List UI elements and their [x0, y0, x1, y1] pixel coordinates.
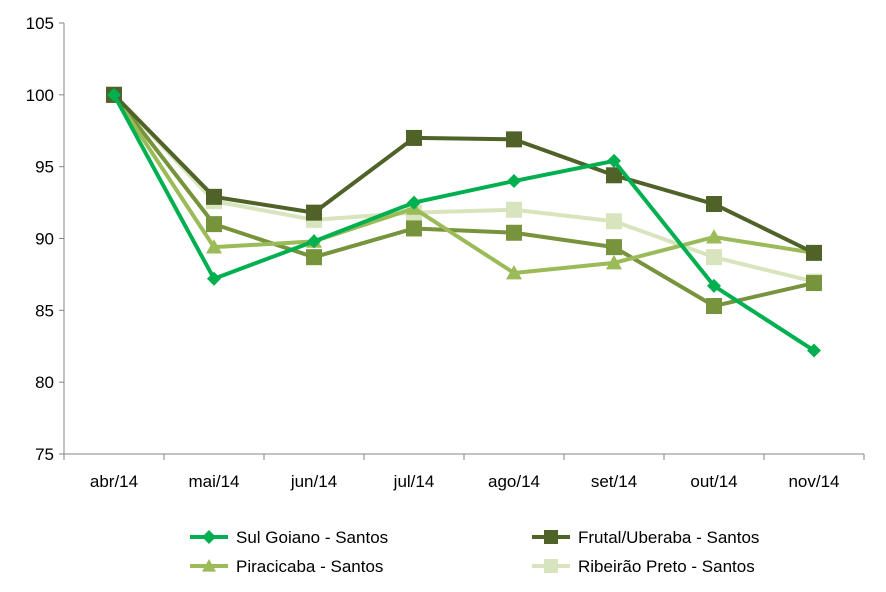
y-tick-label: 100 [26, 86, 54, 105]
x-tick-label: jun/14 [290, 472, 337, 491]
y-tick-label: 105 [26, 14, 54, 33]
data-point [406, 220, 422, 237]
chart-legend: Sul Goiano - Santos Frutal/Uberaba - Sant… [190, 528, 759, 576]
data-point [706, 249, 722, 266]
legend-marker [544, 559, 558, 573]
legend-item: Sul Goiano - Santos [190, 528, 388, 547]
y-tick-label: 90 [35, 230, 54, 249]
y-tick-label: 80 [35, 373, 54, 392]
data-point [306, 204, 322, 221]
series-line [112, 93, 815, 255]
y-tick-label: 75 [35, 445, 54, 464]
data-point [606, 167, 622, 184]
legend-item: Frutal/Uberaba - Santos [532, 528, 759, 547]
data-point [606, 239, 622, 256]
data-point [206, 239, 222, 254]
data-point [506, 201, 522, 218]
data-point [406, 129, 422, 146]
y-tick-label: 95 [35, 158, 54, 177]
data-point [806, 244, 822, 261]
data-point [807, 343, 821, 358]
legend-label: Ribeirão Preto - Santos [578, 557, 755, 576]
legend-label: Piracicaba - Santos [236, 557, 383, 576]
data-point [507, 174, 521, 189]
data-point [506, 224, 522, 241]
series-3 [106, 86, 822, 290]
legend-item: Ribeirão Preto - Santos [532, 557, 755, 576]
data-point [606, 254, 622, 270]
data-point [206, 188, 222, 205]
legend-label: Sul Goiano - Santos [236, 528, 388, 547]
x-tick-label: abr/14 [90, 472, 138, 491]
chart-series [106, 86, 822, 358]
data-point [506, 264, 522, 280]
data-point [307, 234, 321, 249]
data-point [706, 298, 722, 315]
y-tick-label: 85 [35, 301, 54, 320]
data-point [407, 195, 421, 210]
data-point [107, 87, 121, 102]
data-point [506, 131, 522, 148]
data-point [706, 229, 722, 244]
series-line [112, 93, 815, 309]
x-tick-label: out/14 [690, 472, 737, 491]
series-line [112, 93, 815, 275]
data-point [707, 278, 721, 293]
x-tick-label: set/14 [591, 472, 637, 491]
data-point [606, 213, 622, 230]
legend-marker [202, 530, 216, 544]
legend-marker [544, 530, 558, 544]
series-1 [106, 86, 822, 261]
data-point [207, 271, 221, 286]
x-tick-label: nov/14 [788, 472, 839, 491]
series-line [112, 93, 815, 284]
series-0 [107, 87, 821, 358]
data-point [706, 196, 722, 213]
x-tick-label: ago/14 [488, 472, 540, 491]
x-tick-label: jul/14 [393, 472, 435, 491]
legend-label: Frutal/Uberaba - Santos [578, 528, 759, 547]
x-tick-label: mai/14 [188, 472, 239, 491]
chart-axes: 75 80 85 90 95 100 105 abr/14 mai/14 jun/14 jul/14… [26, 14, 865, 491]
series-line [112, 93, 816, 353]
data-point [806, 275, 822, 292]
data-point [206, 216, 222, 233]
data-point [306, 249, 322, 266]
legend-item: Piracicaba - Santos [190, 557, 383, 576]
data-point [607, 153, 621, 168]
legend-marker [202, 559, 216, 572]
